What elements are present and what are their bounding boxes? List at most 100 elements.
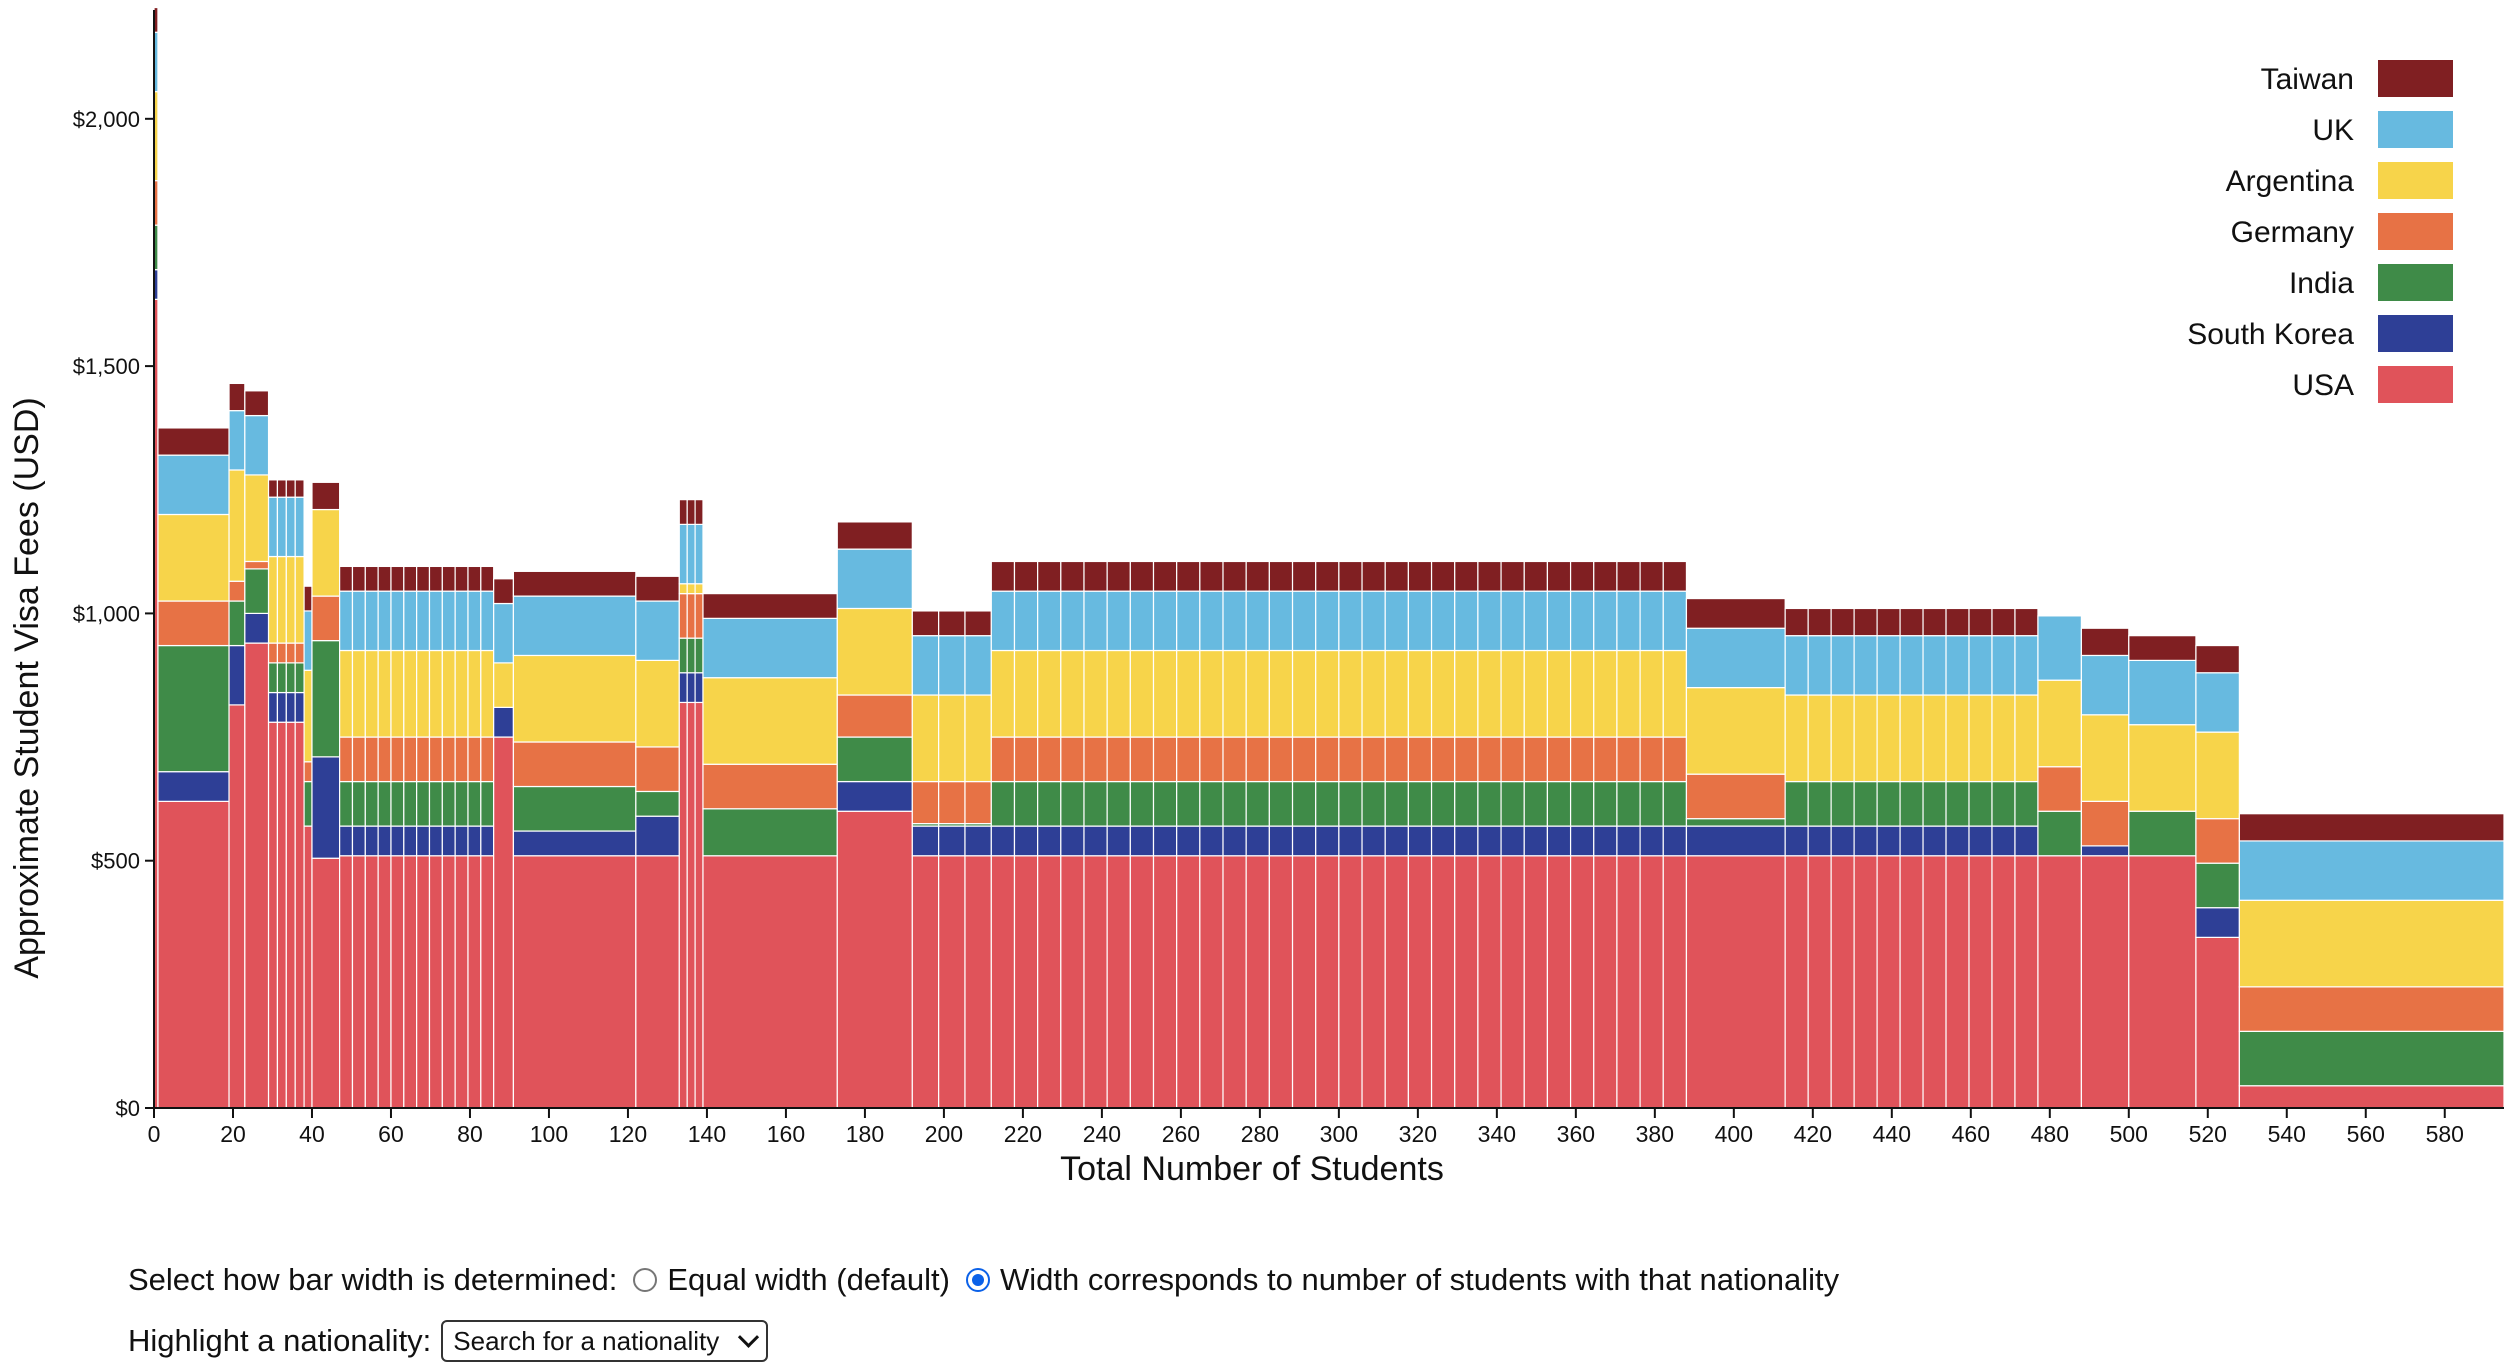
bar-segment-usa[interactable] <box>1945 855 1970 1109</box>
bar-segment-taiwan[interactable] <box>428 565 443 592</box>
bar-segment-usa[interactable] <box>454 855 469 1109</box>
bar-segment-argentina[interactable] <box>303 669 313 763</box>
bar-segment-germany[interactable] <box>990 736 1016 783</box>
bar-segment-argentina[interactable] <box>1876 694 1901 783</box>
bar-segment-south-korea[interactable] <box>1106 825 1131 857</box>
bar-segment-south-korea[interactable] <box>2080 845 2130 857</box>
bar-segment-taiwan[interactable] <box>1922 607 1947 637</box>
bar-segment-india[interactable] <box>1106 780 1131 827</box>
bar-segment-usa[interactable] <box>694 701 704 1109</box>
bar-segment-south-korea[interactable] <box>480 825 495 857</box>
bar-segment-argentina[interactable] <box>1176 649 1201 738</box>
bar-segment-usa[interactable] <box>1569 855 1595 1109</box>
bar-segment-argentina[interactable] <box>1384 649 1409 738</box>
bar-segment-india[interactable] <box>1784 780 1809 827</box>
bar-segment-taiwan[interactable] <box>351 565 366 592</box>
bar-segment-india[interactable] <box>303 780 313 827</box>
bar-segment-india[interactable] <box>1060 780 1085 827</box>
bar-segment-india[interactable] <box>990 780 1016 827</box>
bar-segment-uk[interactable] <box>938 635 966 696</box>
bar-segment-usa[interactable] <box>441 855 456 1109</box>
bar-segment-argentina[interactable] <box>1807 694 1832 783</box>
bar-segment-south-korea[interactable] <box>964 825 992 857</box>
bar-segment-uk[interactable] <box>1945 635 1970 696</box>
bar-segment-south-korea[interactable] <box>1037 825 1062 857</box>
bar-segment-usa[interactable] <box>1384 855 1409 1109</box>
bar-segment-uk[interactable] <box>364 590 379 652</box>
bar-segment-india[interactable] <box>1968 780 1993 827</box>
bar-segment-south-korea[interactable] <box>1922 825 1947 857</box>
bar-segment-uk[interactable] <box>1268 590 1294 652</box>
bar-segment-south-korea[interactable] <box>1784 825 1809 857</box>
bar-segment-usa[interactable] <box>467 855 482 1109</box>
bar-segment-india[interactable] <box>2128 810 2197 857</box>
bar-segment-uk[interactable] <box>1083 590 1108 652</box>
bar-segment-argentina[interactable] <box>1830 694 1855 783</box>
bar-segment-taiwan[interactable] <box>1060 560 1085 592</box>
bar-segment-germany[interactable] <box>351 736 366 783</box>
bar-segment-india[interactable] <box>1899 780 1924 827</box>
bar-segment-usa[interactable] <box>836 810 913 1109</box>
bar-segment-india[interactable] <box>1685 818 1786 827</box>
bar-segment-south-korea[interactable] <box>1152 825 1178 857</box>
bar-segment-india[interactable] <box>686 637 696 674</box>
bar-segment-germany[interactable] <box>2195 818 2240 864</box>
bar-segment-south-korea[interactable] <box>1245 825 1270 857</box>
bar-segment-india[interactable] <box>1477 780 1502 827</box>
bar-segment-argentina[interactable] <box>911 694 940 783</box>
bar-segment-uk[interactable] <box>1853 635 1878 696</box>
bar-segment-argentina[interactable] <box>428 649 443 738</box>
bar-segment-taiwan[interactable] <box>416 565 431 592</box>
bar-segment-south-korea[interactable] <box>686 672 696 704</box>
bar-segment-taiwan[interactable] <box>1991 607 2016 637</box>
bar-segment-germany[interactable] <box>339 736 354 783</box>
bar-segment-germany[interactable] <box>1593 736 1618 783</box>
bar-segment-usa[interactable] <box>1991 855 2016 1109</box>
bar-segment-taiwan[interactable] <box>1899 607 1924 637</box>
bar-segment-argentina[interactable] <box>1106 649 1131 738</box>
bar-segment-argentina[interactable] <box>1853 694 1878 783</box>
bar-segment-india[interactable] <box>694 637 704 674</box>
bar-segment-south-korea[interactable] <box>1523 825 1549 857</box>
bar-segment-taiwan[interactable] <box>1807 607 1832 637</box>
bar-segment-usa[interactable] <box>351 855 366 1109</box>
bar-segment-india[interactable] <box>1407 780 1433 827</box>
bar-segment-germany[interactable] <box>390 736 405 783</box>
bar-segment-india[interactable] <box>1268 780 1294 827</box>
bar-segment-uk[interactable] <box>1830 635 1855 696</box>
bar-segment-usa[interactable] <box>1361 855 1386 1109</box>
bar-segment-india[interactable] <box>377 780 392 827</box>
bar-segment-india[interactable] <box>311 640 341 758</box>
bar-segment-argentina[interactable] <box>1037 649 1062 738</box>
bar-segment-usa[interactable] <box>1968 855 1993 1109</box>
bar-segment-argentina[interactable] <box>416 649 431 738</box>
bar-segment-usa[interactable] <box>938 855 966 1109</box>
bar-segment-india[interactable] <box>1199 780 1224 827</box>
bar-segment-argentina[interactable] <box>244 474 270 563</box>
bar-segment-uk[interactable] <box>1430 590 1456 652</box>
bar-segment-india[interactable] <box>512 785 637 832</box>
bar-segment-usa[interactable] <box>1616 855 1641 1109</box>
bar-segment-taiwan[interactable] <box>1430 560 1456 592</box>
bar-segment-germany[interactable] <box>1315 736 1340 783</box>
bar-segment-south-korea[interactable] <box>2014 825 2039 857</box>
bar-segment-argentina[interactable] <box>1361 649 1386 738</box>
bar-segment-uk[interactable] <box>1013 590 1039 652</box>
bar-segment-usa[interactable] <box>416 855 431 1109</box>
bar-segment-argentina[interactable] <box>694 583 704 595</box>
bar-segment-germany[interactable] <box>1454 736 1479 783</box>
bar-segment-uk[interactable] <box>1199 590 1224 652</box>
bar-segment-taiwan[interactable] <box>2080 627 2130 657</box>
bar-segment-argentina[interactable] <box>2014 694 2039 783</box>
bar-segment-taiwan[interactable] <box>311 481 341 511</box>
bar-segment-germany[interactable] <box>1523 736 1549 783</box>
bar-segment-india[interactable] <box>467 780 482 827</box>
bar-segment-usa[interactable] <box>1013 855 1039 1109</box>
bar-segment-germany[interactable] <box>1616 736 1641 783</box>
bar-segment-argentina[interactable] <box>454 649 469 738</box>
bar-segment-taiwan[interactable] <box>285 479 296 498</box>
bar-segment-india[interactable] <box>454 780 469 827</box>
bar-segment-uk[interactable] <box>1384 590 1409 652</box>
bar-segment-south-korea[interactable] <box>635 815 680 857</box>
bar-segment-uk[interactable] <box>1569 590 1595 652</box>
